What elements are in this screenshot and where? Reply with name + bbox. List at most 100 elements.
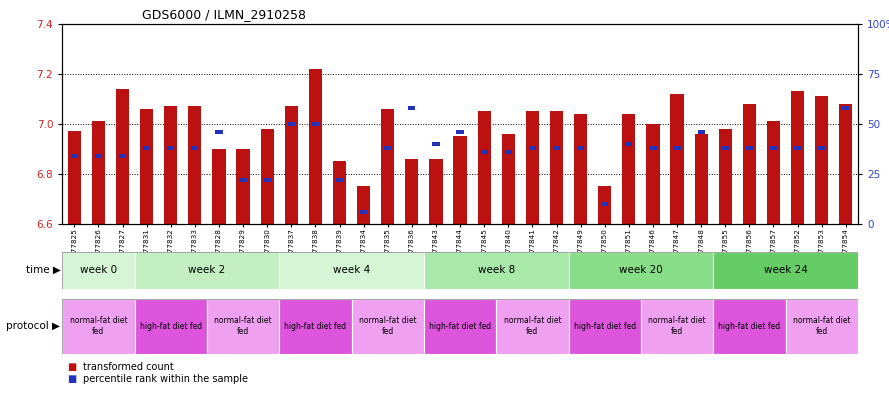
Bar bbox=[134, 252, 279, 289]
Bar bbox=[713, 299, 786, 354]
Bar bbox=[698, 130, 705, 134]
Text: percentile rank within the sample: percentile rank within the sample bbox=[83, 374, 248, 384]
Text: week 8: week 8 bbox=[477, 265, 515, 275]
Bar bbox=[215, 130, 222, 134]
Bar bbox=[815, 96, 829, 224]
Bar bbox=[191, 145, 198, 150]
Bar bbox=[134, 299, 207, 354]
Bar bbox=[212, 149, 226, 224]
Bar bbox=[553, 145, 560, 150]
Text: normal-fat diet
fed: normal-fat diet fed bbox=[503, 316, 561, 336]
Bar bbox=[279, 252, 424, 289]
Bar bbox=[284, 106, 298, 224]
Bar bbox=[357, 186, 370, 224]
Bar bbox=[742, 104, 756, 224]
Bar bbox=[839, 104, 853, 224]
Bar bbox=[622, 114, 636, 224]
Text: GDS6000 / ILMN_2910258: GDS6000 / ILMN_2910258 bbox=[142, 8, 306, 21]
Bar bbox=[312, 121, 319, 126]
Bar bbox=[143, 145, 150, 150]
Bar bbox=[496, 299, 569, 354]
Bar bbox=[481, 150, 488, 154]
Text: transformed count: transformed count bbox=[83, 362, 173, 373]
Text: high-fat diet fed: high-fat diet fed bbox=[284, 322, 347, 331]
Bar bbox=[550, 111, 563, 224]
Bar bbox=[62, 252, 134, 289]
Bar bbox=[288, 121, 295, 126]
Bar bbox=[351, 299, 424, 354]
Bar bbox=[649, 145, 657, 150]
Text: week 4: week 4 bbox=[333, 265, 370, 275]
Text: week 24: week 24 bbox=[764, 265, 807, 275]
Bar bbox=[713, 252, 858, 289]
Bar bbox=[670, 94, 684, 224]
Bar bbox=[167, 145, 174, 150]
Bar bbox=[432, 141, 439, 146]
Bar bbox=[646, 124, 660, 224]
Bar bbox=[207, 299, 279, 354]
Bar bbox=[625, 141, 632, 146]
Text: normal-fat diet
fed: normal-fat diet fed bbox=[793, 316, 851, 336]
Bar bbox=[842, 105, 850, 110]
Bar bbox=[70, 154, 78, 158]
Bar bbox=[332, 162, 346, 224]
Text: ■: ■ bbox=[67, 362, 76, 373]
Bar bbox=[577, 145, 584, 150]
Bar bbox=[62, 299, 134, 354]
Text: normal-fat diet
fed: normal-fat diet fed bbox=[359, 316, 417, 336]
Text: high-fat diet fed: high-fat diet fed bbox=[140, 322, 202, 331]
Bar bbox=[360, 210, 367, 214]
Bar bbox=[381, 109, 395, 224]
Bar bbox=[408, 105, 415, 110]
Bar bbox=[641, 299, 713, 354]
Bar bbox=[574, 114, 588, 224]
Bar bbox=[429, 159, 443, 224]
Bar bbox=[722, 145, 729, 150]
Bar bbox=[673, 145, 681, 150]
Bar bbox=[525, 111, 539, 224]
Text: ■: ■ bbox=[67, 374, 76, 384]
Text: week 2: week 2 bbox=[188, 265, 226, 275]
Text: high-fat diet fed: high-fat diet fed bbox=[718, 322, 781, 331]
Bar bbox=[239, 178, 247, 182]
Bar bbox=[529, 145, 536, 150]
Text: high-fat diet fed: high-fat diet fed bbox=[573, 322, 636, 331]
Bar bbox=[770, 145, 777, 150]
Bar bbox=[119, 154, 126, 158]
Bar bbox=[116, 89, 129, 224]
Bar bbox=[263, 178, 271, 182]
Text: normal-fat diet
fed: normal-fat diet fed bbox=[69, 316, 127, 336]
Bar bbox=[818, 145, 825, 150]
Bar bbox=[336, 178, 343, 182]
Bar bbox=[453, 136, 467, 224]
Bar bbox=[236, 149, 250, 224]
Bar bbox=[279, 299, 351, 354]
Bar bbox=[405, 159, 419, 224]
Bar bbox=[477, 111, 491, 224]
Bar bbox=[601, 202, 608, 206]
Bar bbox=[424, 299, 496, 354]
Bar bbox=[794, 145, 801, 150]
Bar bbox=[505, 150, 512, 154]
Text: protocol ▶: protocol ▶ bbox=[6, 321, 60, 331]
Bar bbox=[164, 106, 178, 224]
Text: high-fat diet fed: high-fat diet fed bbox=[429, 322, 491, 331]
Bar bbox=[569, 252, 713, 289]
Text: week 20: week 20 bbox=[619, 265, 663, 275]
Bar bbox=[140, 109, 153, 224]
Bar bbox=[791, 91, 805, 224]
Bar bbox=[92, 121, 105, 224]
Text: normal-fat diet
fed: normal-fat diet fed bbox=[214, 316, 272, 336]
Bar bbox=[260, 129, 274, 224]
Bar bbox=[308, 69, 322, 224]
Bar bbox=[569, 299, 641, 354]
Bar bbox=[95, 154, 102, 158]
Bar bbox=[746, 145, 753, 150]
Bar bbox=[786, 299, 858, 354]
Bar bbox=[384, 145, 391, 150]
Bar bbox=[68, 131, 81, 224]
Bar bbox=[424, 252, 569, 289]
Bar bbox=[718, 129, 732, 224]
Bar bbox=[767, 121, 781, 224]
Text: normal-fat diet
fed: normal-fat diet fed bbox=[648, 316, 706, 336]
